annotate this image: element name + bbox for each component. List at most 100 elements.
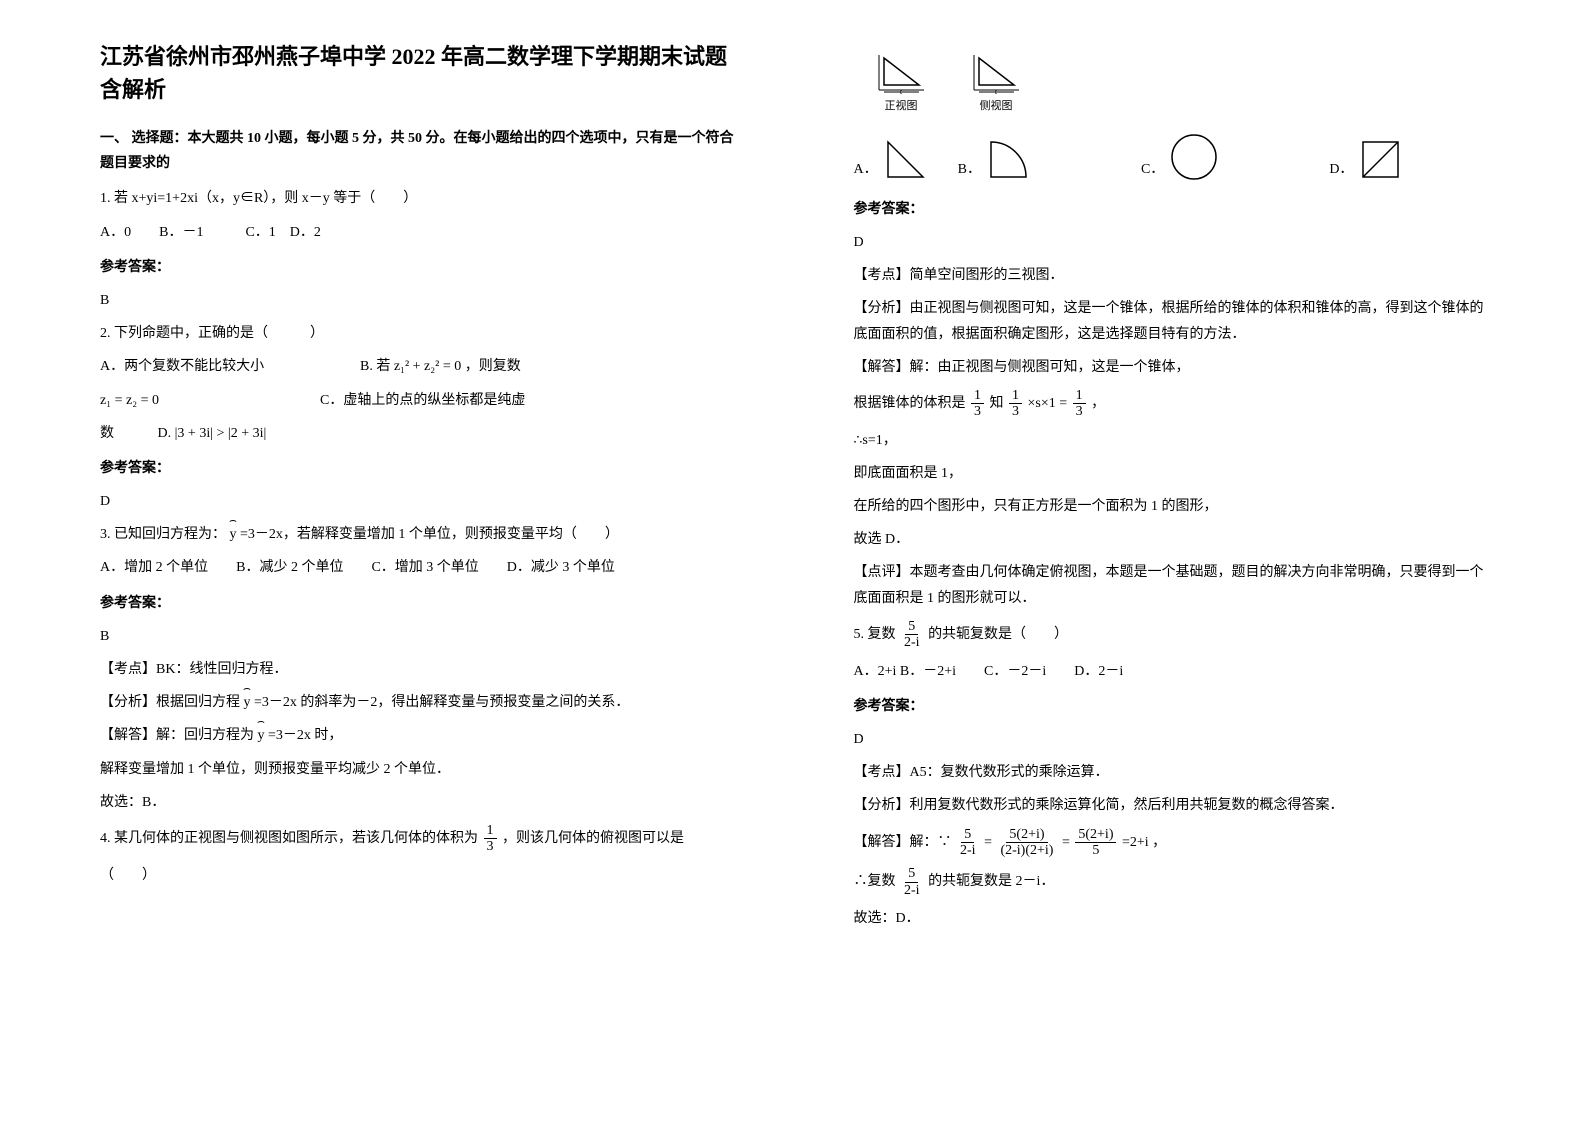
- q4-optA-label: A．: [854, 157, 878, 182]
- q5-a5: 故选：D．: [854, 906, 1488, 931]
- frac-icon: 13: [971, 388, 984, 420]
- q1-stem: 1. 若 x+yi=1+2xi（x，y∈R），则 x－y 等于（ ）: [100, 186, 734, 211]
- q4-stem-suffix: ，则该几何体的俯视图可以是: [502, 831, 684, 846]
- q2-optA: A．两个复数不能比较大小: [100, 354, 360, 379]
- q5-options: A．2+i B．－2+i C．－2－i D．2－i: [854, 659, 1488, 684]
- q2-optD-prefix: D.: [158, 426, 172, 441]
- q4-views: 1 正视图 1 侧视图: [874, 50, 1488, 117]
- q5-a4-prefix: ∴复数: [854, 874, 896, 889]
- q5-a4-suffix: 的共轭复数是 2－i．: [928, 874, 1054, 889]
- q3-options: A．增加 2 个单位 B．减少 2 个单位 C．增加 3 个单位 D．减少 3 …: [100, 555, 734, 580]
- frac-5-2mi-icon: 52-i: [901, 619, 923, 651]
- q3-a3: 【解答】解：回归方程为 y =3－2x 时，: [100, 723, 734, 748]
- q4-a8: 故选 D．: [854, 527, 1488, 552]
- q2-row1: A．两个复数不能比较大小 B. 若 z₁² + z₂² = 0 ，则复数: [100, 354, 734, 379]
- svg-text:1: 1: [899, 94, 904, 95]
- q2-answer: D: [100, 489, 734, 514]
- q4-answer: D: [854, 230, 1488, 255]
- q4-a3: 【解答】解：由正视图与侧视图可知，这是一个锥体，: [854, 355, 1488, 380]
- q4-optD: D．: [1329, 137, 1403, 182]
- q3-a2-y: y: [244, 690, 251, 715]
- q5-a1: 【考点】A5：复数代数形式的乘除运算．: [854, 760, 1488, 785]
- q5-a3: 【解答】解：∵ 52-i = 5(2+i)(2-i)(2+i) = 5(2+i)…: [854, 827, 1488, 859]
- q3-a3-y: y: [258, 723, 265, 748]
- frac-icon: 13: [1009, 388, 1022, 420]
- q5-answer: D: [854, 727, 1488, 752]
- q1-answer-label: 参考答案：: [100, 255, 734, 280]
- q5-stem: 5. 复数 52-i 的共轭复数是（ ）: [854, 619, 1488, 651]
- q4-a9: 【点评】本题考查由几何体确定俯视图，本题是一个基础题，题目的解决方向非常明确，只…: [854, 560, 1488, 610]
- front-view-label: 正视图: [885, 97, 918, 117]
- side-view-label: 侧视图: [980, 97, 1013, 117]
- q5-a3-prefix: 【解答】解：∵: [854, 835, 952, 850]
- q3-a3-prefix: 【解答】解：回归方程为: [100, 728, 254, 743]
- q2-optB-suffix: ，则复数: [465, 359, 521, 374]
- q5-a3-eq: =: [984, 835, 992, 850]
- frac-den: 3: [484, 839, 497, 854]
- frac-icon: 5(2+i)5: [1075, 827, 1116, 859]
- side-view: 1 侧视图: [969, 50, 1024, 117]
- q2-optB-prefix: B. 若: [360, 359, 390, 374]
- q4-stem-paren: （ ）: [100, 863, 734, 888]
- triangle-icon: [883, 137, 928, 182]
- frac-num: 1: [484, 823, 497, 839]
- q3-a5: 故选：B．: [100, 790, 734, 815]
- q3-a2-suffix: =3－2x 的斜率为－2，得出解释变量与预报变量之间的关系．: [254, 695, 629, 710]
- q3-a3-suffix: =3－2x 时，: [268, 728, 342, 743]
- section-header: 一、 选择题：本大题共 10 小题，每小题 5 分，共 50 分。在每小题给出的…: [100, 126, 734, 176]
- q3-a4: 解释变量增加 1 个单位，则预报变量平均减少 2 个单位．: [100, 757, 734, 782]
- q5-a3-suffix: =2+i: [1122, 835, 1149, 850]
- q4-a5: ∴s=1，: [854, 428, 1488, 453]
- front-view: 1 正视图: [874, 50, 929, 117]
- q2-answer-label: 参考答案：: [100, 456, 734, 481]
- q5-stem-prefix: 5. 复数: [854, 627, 896, 642]
- q3-stem: 3. 已知回归方程为： y =3－2x，若解释变量增加 1 个单位，则预报变量平…: [100, 522, 734, 547]
- q4-stem: 4. 某几何体的正视图与侧视图如图所示，若该几何体的体积为 1 3 ，则该几何体…: [100, 823, 734, 855]
- frac-icon: 52-i: [957, 827, 979, 859]
- q5-a4: ∴复数 52-i 的共轭复数是 2－i．: [854, 866, 1488, 898]
- q4-optC: C．: [1141, 132, 1219, 182]
- q4-stem-prefix: 4. 某几何体的正视图与侧视图如图所示，若该几何体的体积为: [100, 831, 478, 846]
- page-title: 江苏省徐州市邳州燕子埠中学 2022 年高二数学理下学期期末试题含解析: [100, 40, 734, 106]
- q4-a2: 【分析】由正视图与侧视图可知，这是一个锥体，根据所给的锥体的体积和锥体的高，得到…: [854, 296, 1488, 346]
- q2-optC-suffix: 数: [100, 426, 114, 441]
- q4-a4: 根据锥体的体积是 13 知 13 ×s×1 = 13 ，: [854, 388, 1488, 420]
- q3-a2-prefix: 【分析】根据回归方程: [100, 695, 240, 710]
- q5-a3-eq2: =: [1062, 835, 1070, 850]
- q4-a4-mid2: ×s×1: [1028, 396, 1056, 411]
- q2-optB: B. 若 z₁² + z₂² = 0 ，则复数: [360, 354, 521, 379]
- q4-a6: 即底面面积是 1，: [854, 461, 1488, 486]
- frac-1-3-icon: 1 3: [484, 823, 497, 855]
- q4-optB: B．: [958, 137, 1031, 182]
- q4-optB-label: B．: [958, 157, 981, 182]
- q2-optB-line2: z₁ = z₂ = 0: [100, 388, 320, 413]
- q3-answer: B: [100, 624, 734, 649]
- square-diag-icon: [1358, 137, 1403, 182]
- q1-answer: B: [100, 288, 734, 313]
- q4-optD-label: D．: [1329, 157, 1353, 182]
- q3-stem-mid: =3－2x，若解释变量增加 1 个单位，则预报变量平均（ ）: [240, 527, 619, 542]
- q5-a2: 【分析】利用复数代数形式的乘除运算化简，然后利用共轭复数的概念得答案．: [854, 793, 1488, 818]
- q2-row2: z₁ = z₂ = 0 C．虚轴上的点的纵坐标都是纯虚: [100, 388, 734, 413]
- q2-optD-math: |3 + 3i| > |2 + 3i|: [175, 426, 267, 441]
- q4-options: A． B． C． D．: [854, 132, 1488, 182]
- q4-a1: 【考点】简单空间图形的三视图．: [854, 263, 1488, 288]
- svg-text:1: 1: [994, 94, 999, 95]
- q2-optB-math: z₁² + z₂² = 0: [394, 359, 461, 374]
- circle-icon: [1169, 132, 1219, 182]
- front-view-icon: 1: [874, 50, 929, 95]
- q4-a4-eq: =: [1059, 396, 1067, 411]
- q3-a1: 【考点】BK：线性回归方程．: [100, 657, 734, 682]
- q4-a7: 在所给的四个图形中，只有正方形是一个面积为 1 的图形，: [854, 494, 1488, 519]
- q3-stem-prefix: 3. 已知回归方程为：: [100, 527, 226, 542]
- frac-icon: 52-i: [901, 866, 923, 898]
- quarter-circle-icon: [986, 137, 1031, 182]
- q4-a4-prefix: 根据锥体的体积是: [854, 396, 966, 411]
- q3-a2: 【分析】根据回归方程 y =3－2x 的斜率为－2，得出解释变量与预报变量之间的…: [100, 690, 734, 715]
- q4-optC-label: C．: [1141, 157, 1164, 182]
- q2-row3: 数 D. |3 + 3i| > |2 + 3i|: [100, 421, 734, 446]
- right-column: 1 正视图 1 侧视图 A． B． C．: [794, 0, 1587, 1122]
- q2-stem: 2. 下列命题中，正确的是（ ）: [100, 321, 734, 346]
- left-column: 江苏省徐州市邳州燕子埠中学 2022 年高二数学理下学期期末试题含解析 一、 选…: [0, 0, 794, 1122]
- q5-stem-suffix: 的共轭复数是（ ）: [928, 627, 1068, 642]
